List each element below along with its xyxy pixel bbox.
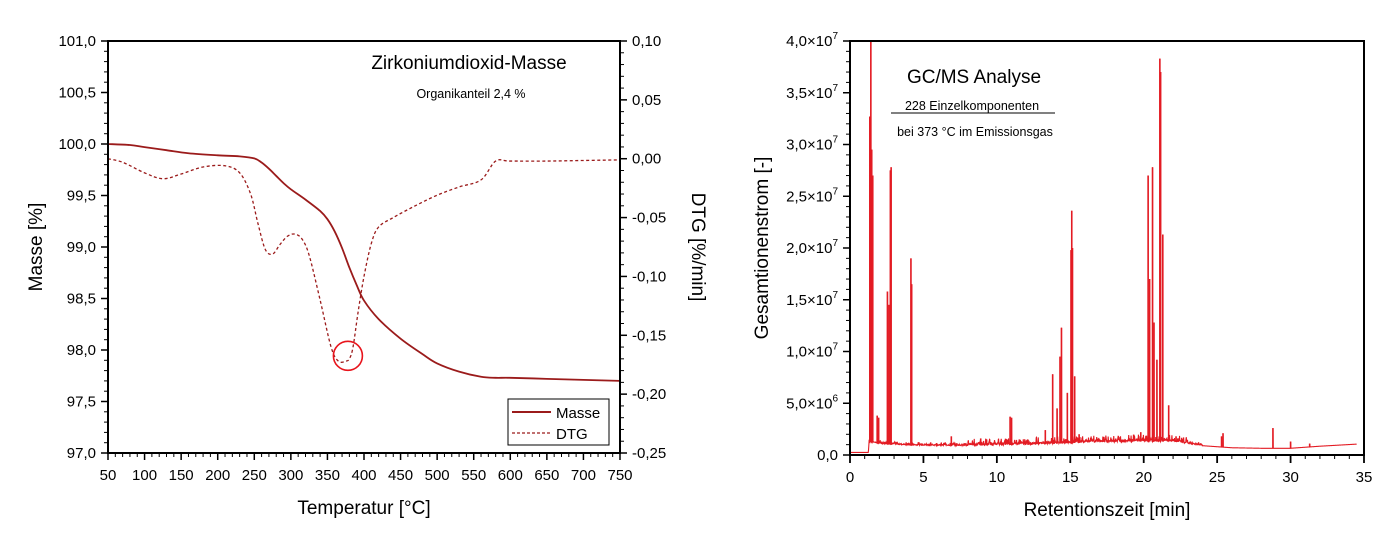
y-tick-label: 1,5×107 <box>786 290 838 309</box>
tga-y-axis-right: -0,25 -0,20 -0,15 -0,10 -0,05 0,00 0,05 0,10 <box>620 33 666 462</box>
x-tick-label: 20 <box>1135 469 1152 486</box>
gcms-subtitle-components: 228 Einzelkomponenten <box>905 99 1039 113</box>
gcms-x-axis: 0 5 10 15 20 25 30 35 <box>846 455 1373 486</box>
y-tick-label: 4,0×107 <box>786 31 838 50</box>
x-tick-label: 700 <box>571 467 596 484</box>
y-tick-label: 100,5 <box>58 85 96 102</box>
y2-tick-label: -0,20 <box>632 386 666 403</box>
x-tick-label: 15 <box>1062 469 1079 486</box>
x-tick-label: 25 <box>1209 469 1226 486</box>
chromatogram-line <box>850 40 1357 453</box>
y-tick-label: 3,0×107 <box>786 135 838 154</box>
tga-y-axis-left: 97,0 97,5 98,0 98,5 99,0 99,5 100,0 100,5 101,0 <box>58 33 108 462</box>
tga-chart: 50 100 150 200 250 300 350 400 450 500 550 600 650 70… <box>26 33 708 519</box>
y-tick-label: 3,5×107 <box>786 83 838 102</box>
y2-tick-label: -0,25 <box>632 445 666 462</box>
y-tick-label: 97,5 <box>67 394 96 411</box>
gcms-chart: 0 5 10 15 20 25 30 35 0,0 5,0×106 1,0×107 1,5×107 2… <box>752 31 1372 521</box>
y2-tick-label: -0,05 <box>632 210 666 227</box>
y-tick-label: 101,0 <box>58 33 96 50</box>
y-tick-label: 97,0 <box>67 445 96 462</box>
tga-y-axis-title: Masse [%] <box>26 203 47 292</box>
tga-x-axis: 50 100 150 200 250 300 350 400 450 500 550 600 650 70… <box>100 453 633 484</box>
y2-tick-label: 0,05 <box>632 92 661 109</box>
tga-plot-area <box>107 143 621 382</box>
tga-chart-subtitle: Organikanteil 2,4 % <box>416 87 525 101</box>
gcms-plot-area <box>850 40 1357 453</box>
x-tick-label: 600 <box>498 467 523 484</box>
x-tick-label: 500 <box>425 467 450 484</box>
tga-plot-frame <box>107 40 621 454</box>
x-tick-label: 400 <box>351 467 376 484</box>
x-tick-label: 50 <box>100 467 117 484</box>
y-tick-label: 2,5×107 <box>786 186 838 205</box>
gcms-x-axis-title: Retentionszeit [min] <box>1024 500 1191 521</box>
x-tick-label: 300 <box>278 467 303 484</box>
gcms-subtitle-temperature: bei 373 °C im Emissionsgas <box>897 125 1053 139</box>
tga-x-axis-title: Temperatur [°C] <box>297 498 430 519</box>
x-tick-label: 450 <box>388 467 413 484</box>
x-tick-label: 550 <box>461 467 486 484</box>
x-tick-label: 10 <box>989 469 1006 486</box>
x-tick-label: 350 <box>315 467 340 484</box>
y-tick-label: 5,0×106 <box>786 393 838 412</box>
legend-label-dtg: DTG <box>556 426 588 443</box>
x-tick-label: 30 <box>1282 469 1299 486</box>
y-tick-label: 98,5 <box>67 291 96 308</box>
y-tick-label: 1,0×107 <box>786 342 838 361</box>
y2-tick-label: 0,00 <box>632 151 661 168</box>
y-tick-label: 99,0 <box>67 239 96 256</box>
x-tick-label: 150 <box>169 467 194 484</box>
y-tick-label: 100,0 <box>58 136 96 153</box>
x-tick-label: 5 <box>919 469 927 486</box>
x-tick-label: 35 <box>1356 469 1373 486</box>
gcms-chart-title: GC/MS Analyse <box>907 67 1041 88</box>
gcms-y-axis-title: Gesamtionenstrom [-] <box>752 157 773 340</box>
x-tick-label: 200 <box>205 467 230 484</box>
y-tick-label: 0,0 <box>817 447 838 464</box>
y2-tick-label: -0,15 <box>632 327 666 344</box>
tga-y2-axis-title: DTG [%/min] <box>687 193 708 302</box>
tga-legend: Masse DTG <box>507 398 610 446</box>
y-tick-label: 2,0×107 <box>786 238 838 257</box>
series-masse-line <box>107 143 621 382</box>
y2-tick-label: 0,10 <box>632 33 661 50</box>
x-tick-label: 650 <box>534 467 559 484</box>
gcms-y-axis: 0,0 5,0×106 1,0×107 1,5×107 2,0×107 2,5×107 3,… <box>786 31 850 464</box>
legend-label-masse: Masse <box>556 405 600 422</box>
x-tick-label: 750 <box>607 467 632 484</box>
y-tick-label: 99,5 <box>67 188 96 205</box>
x-tick-label: 100 <box>132 467 157 484</box>
legend-frame <box>507 398 610 446</box>
x-tick-label: 0 <box>846 469 854 486</box>
y2-tick-label: -0,10 <box>632 268 666 285</box>
x-tick-label: 250 <box>242 467 267 484</box>
y-tick-label: 98,0 <box>67 342 96 359</box>
dtg-minimum-highlight-circle <box>332 340 364 372</box>
series-dtg-line <box>107 158 621 363</box>
tga-chart-title: Zirkoniumdioxid-Masse <box>371 53 566 74</box>
